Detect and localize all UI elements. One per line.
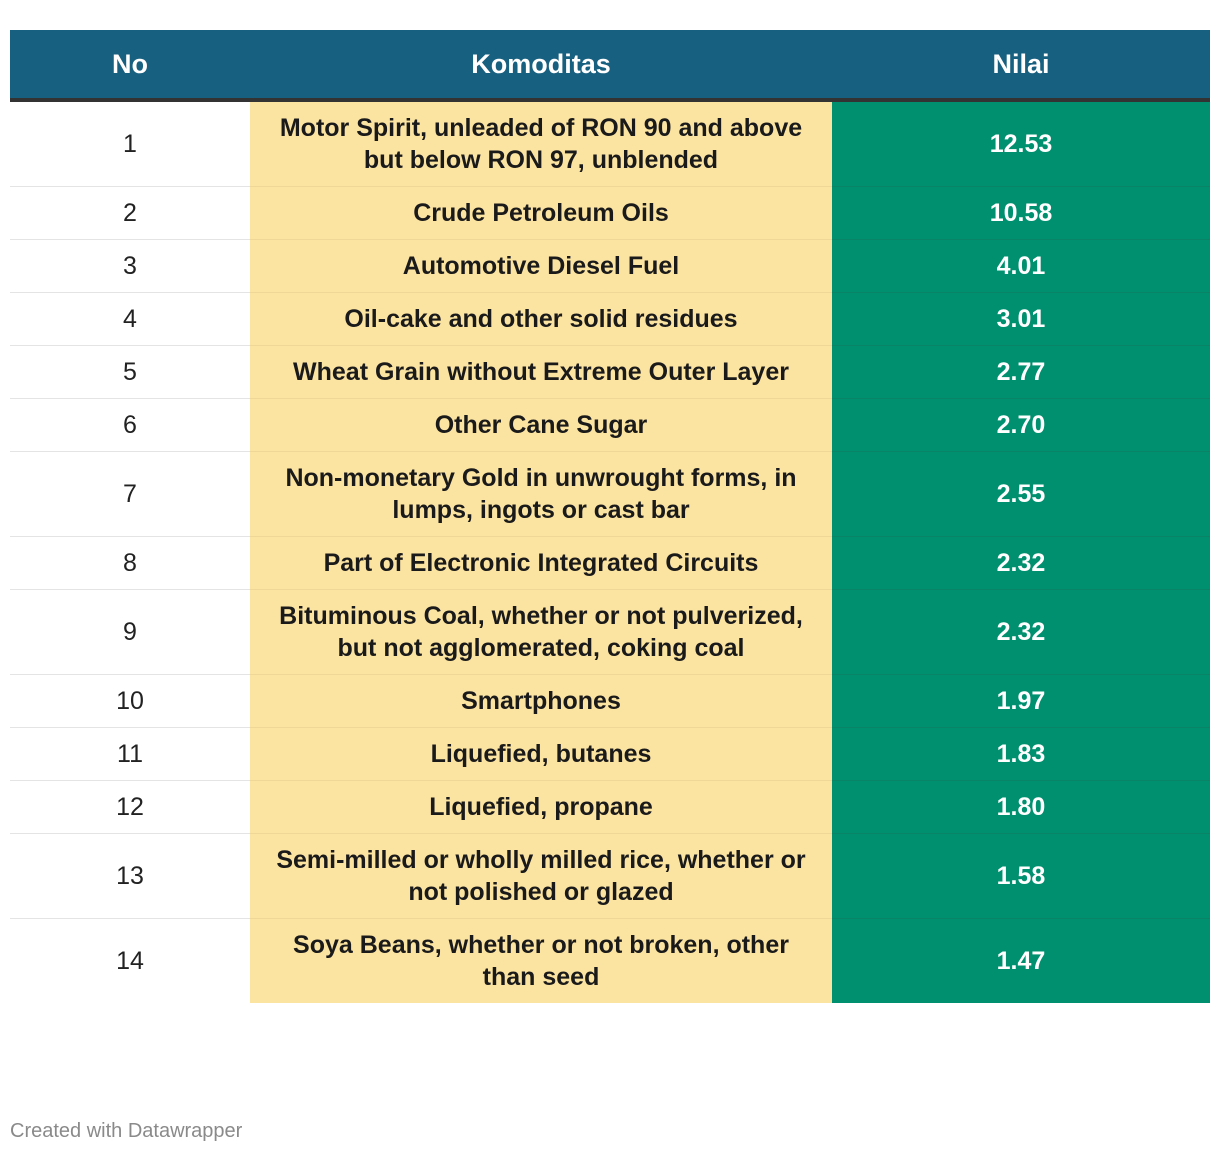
column-header-no[interactable]: No	[10, 30, 250, 102]
table-row: 10 Smartphones 1.97	[10, 674, 1210, 728]
table-row: 8 Part of Electronic Integrated Circuits 2…	[10, 536, 1210, 590]
cell-nilai: 2.77	[832, 345, 1210, 399]
cell-nilai: 4.01	[832, 239, 1210, 293]
cell-no: 8	[10, 536, 250, 590]
cell-no: 14	[10, 918, 250, 1003]
table-row: 13 Semi-milled or wholly milled rice, whe…	[10, 833, 1210, 919]
cell-no: 1	[10, 100, 250, 187]
cell-komoditas: Liquefied, propane	[250, 780, 832, 834]
cell-komoditas: Crude Petroleum Oils	[250, 186, 832, 240]
column-header-nilai[interactable]: Nilai	[832, 30, 1210, 102]
table-row: 14 Soya Beans, whether or not broken, oth…	[10, 918, 1210, 1003]
cell-nilai: 2.32	[832, 589, 1210, 675]
cell-no: 6	[10, 398, 250, 452]
table-row: 6 Other Cane Sugar 2.70	[10, 398, 1210, 452]
cell-komoditas: Non-monetary Gold in unwrought forms, in…	[250, 451, 832, 537]
cell-komoditas: Semi-milled or wholly milled rice, wheth…	[250, 833, 832, 919]
table-row: 5 Wheat Grain without Extreme Outer Layer…	[10, 345, 1210, 399]
cell-nilai: 1.83	[832, 727, 1210, 781]
table-body: 1 Motor Spirit, unleaded of RON 90 and ab…	[10, 100, 1210, 1003]
cell-no: 12	[10, 780, 250, 834]
datawrapper-credit: Created with Datawrapper	[10, 1120, 243, 1142]
cell-nilai: 1.58	[832, 833, 1210, 919]
cell-komoditas: Smartphones	[250, 674, 832, 728]
column-header-komoditas[interactable]: Komoditas	[250, 30, 832, 102]
data-table-container: No Komoditas Nilai 1 Motor Spirit, unlead…	[10, 30, 1210, 1003]
cell-komoditas: Part of Electronic Integrated Circuits	[250, 536, 832, 590]
table-row: 4 Oil-cake and other solid residues 3.01	[10, 292, 1210, 346]
cell-nilai: 3.01	[832, 292, 1210, 346]
table-row: 12 Liquefied, propane 1.80	[10, 780, 1210, 834]
cell-nilai: 2.55	[832, 451, 1210, 537]
table-row: 9 Bituminous Coal, whether or not pulveri…	[10, 589, 1210, 675]
cell-komoditas: Soya Beans, whether or not broken, other…	[250, 918, 832, 1003]
cell-no: 10	[10, 674, 250, 728]
cell-nilai: 1.80	[832, 780, 1210, 834]
cell-no: 9	[10, 589, 250, 675]
cell-nilai: 10.58	[832, 186, 1210, 240]
cell-komoditas: Bituminous Coal, whether or not pulveriz…	[250, 589, 832, 675]
table-row: 7 Non-monetary Gold in unwrought forms, i…	[10, 451, 1210, 537]
cell-nilai: 1.47	[832, 918, 1210, 1003]
cell-no: 7	[10, 451, 250, 537]
cell-no: 5	[10, 345, 250, 399]
cell-komoditas: Automotive Diesel Fuel	[250, 239, 832, 293]
cell-nilai: 1.97	[832, 674, 1210, 728]
cell-no: 2	[10, 186, 250, 240]
table-row: 3 Automotive Diesel Fuel 4.01	[10, 239, 1210, 293]
data-table: No Komoditas Nilai 1 Motor Spirit, unlead…	[10, 30, 1210, 1003]
table-row: 2 Crude Petroleum Oils 10.58	[10, 186, 1210, 240]
table-row: 11 Liquefied, butanes 1.83	[10, 727, 1210, 781]
cell-no: 3	[10, 239, 250, 293]
cell-komoditas: Other Cane Sugar	[250, 398, 832, 452]
cell-nilai: 2.70	[832, 398, 1210, 452]
cell-nilai: 12.53	[832, 100, 1210, 187]
cell-komoditas: Wheat Grain without Extreme Outer Layer	[250, 345, 832, 399]
table-row: 1 Motor Spirit, unleaded of RON 90 and ab…	[10, 100, 1210, 187]
cell-no: 11	[10, 727, 250, 781]
cell-no: 4	[10, 292, 250, 346]
cell-komoditas: Motor Spirit, unleaded of RON 90 and abo…	[250, 100, 832, 187]
cell-komoditas: Oil-cake and other solid residues	[250, 292, 832, 346]
cell-no: 13	[10, 833, 250, 919]
table-header-row: No Komoditas Nilai	[10, 30, 1210, 102]
cell-komoditas: Liquefied, butanes	[250, 727, 832, 781]
cell-nilai: 2.32	[832, 536, 1210, 590]
